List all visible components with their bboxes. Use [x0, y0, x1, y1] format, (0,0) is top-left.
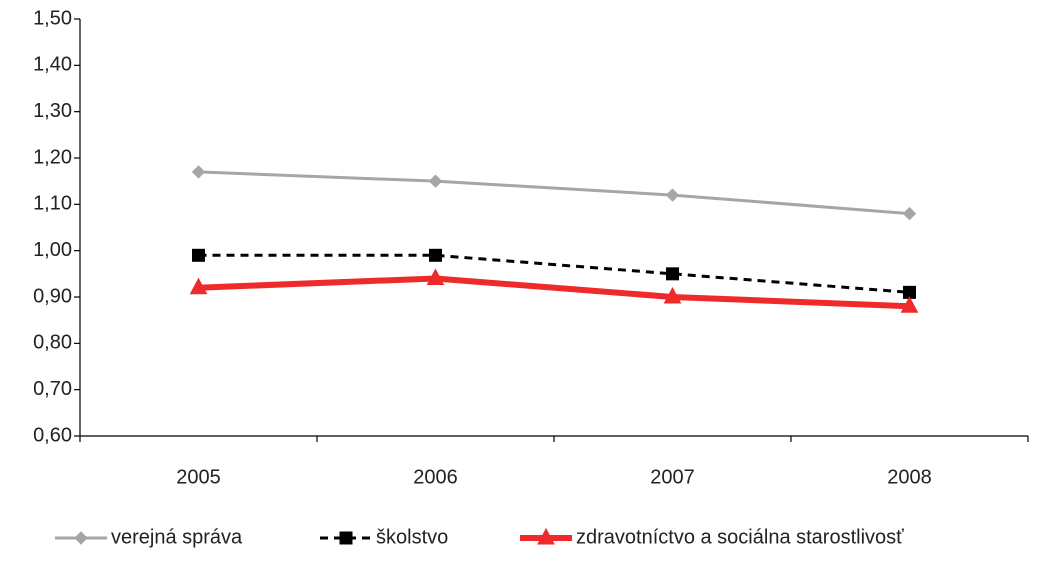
y-tick-label: 0,90	[33, 285, 72, 307]
y-tick-label: 1,50	[33, 7, 72, 29]
legend-label: školstvo	[376, 526, 448, 548]
y-tick-label: 1,40	[33, 54, 72, 76]
y-tick-label: 1,30	[33, 100, 72, 122]
y-tick-label: 1,00	[33, 239, 72, 261]
y-tick-label: 0,70	[33, 378, 72, 400]
point	[189, 277, 208, 295]
point	[902, 206, 917, 221]
point	[429, 248, 442, 262]
y-tick-label: 1,10	[33, 193, 72, 215]
point	[426, 268, 445, 285]
point	[428, 174, 443, 188]
point	[666, 267, 679, 281]
y-tick-label: 1,20	[33, 146, 72, 168]
series-line	[198, 253, 910, 294]
legend-label: zdravotníctvo a sociálna starostlivosť	[576, 526, 904, 548]
point	[663, 286, 682, 304]
x-tick-label: 2005	[176, 466, 221, 488]
y-tick-label: 0,80	[33, 332, 72, 354]
series-line	[198, 170, 910, 216]
y-tick-label: 0,60	[33, 424, 72, 446]
x-tick-label: 2006	[413, 466, 458, 488]
x-tick-label: 2007	[650, 466, 695, 488]
legend-marker	[537, 527, 555, 545]
series-line	[198, 275, 910, 310]
point	[191, 165, 206, 179]
x-tick-label: 2008	[887, 466, 932, 488]
point	[900, 296, 919, 313]
point	[192, 248, 205, 262]
legend-marker	[74, 531, 88, 545]
legend-label: verejná správa	[111, 526, 243, 548]
legend-marker	[339, 531, 353, 545]
point	[665, 188, 680, 202]
